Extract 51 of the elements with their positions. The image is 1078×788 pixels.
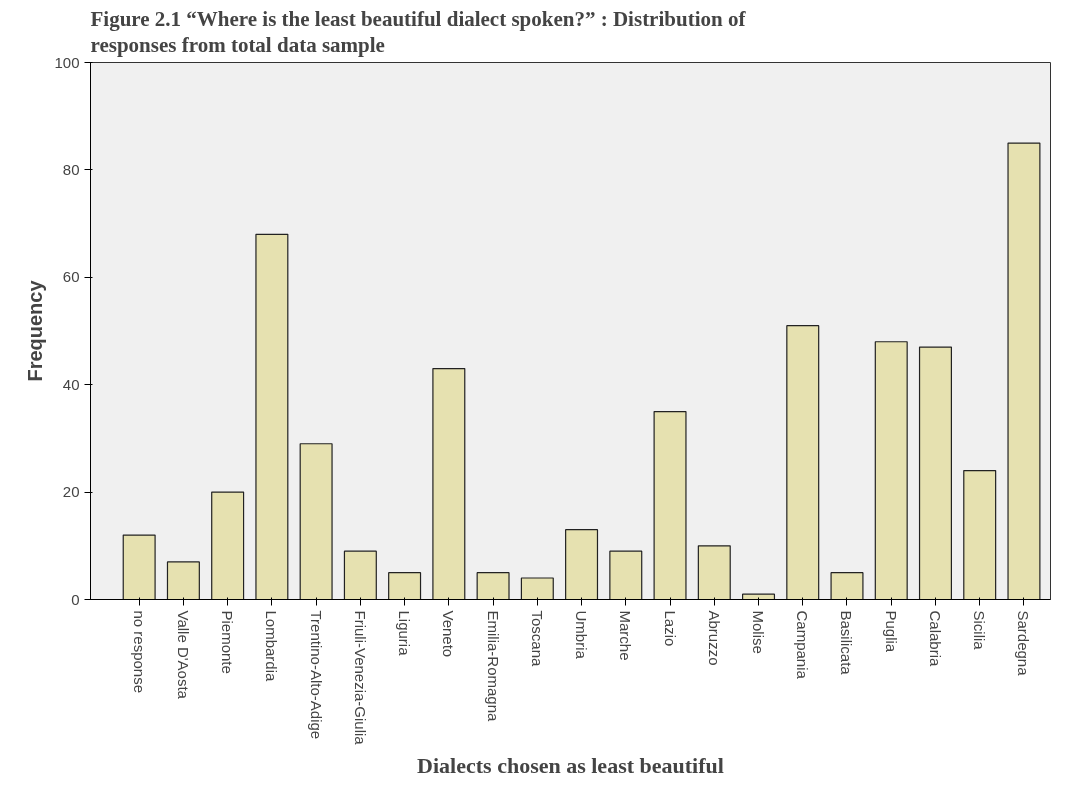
x-tick-label: Lazio [661,610,679,647]
x-tick-label: Abruzzo [705,610,723,666]
x-tick-label: Sicilia [971,610,989,651]
bar [122,534,156,600]
bar [874,341,908,600]
x-tick-label: Lombardia [263,610,281,683]
bar [343,550,377,600]
x-tick-label: Toscana [528,610,546,668]
x-tick-label: Umbria [573,610,591,660]
x-tick-label: Puglia [882,610,900,653]
x-tick-label: Valle D'Aosta [174,610,192,700]
x-tick-label: Liguria [396,610,414,657]
x-tick-label: Emilia-Romagna [484,610,502,723]
x-tick-label: Basilicata [838,610,856,676]
x-axis-title: Dialects chosen as least beautiful [417,752,724,778]
bar [1007,142,1041,600]
bar [166,561,200,600]
bar [786,325,820,600]
x-tick-label: Calabria [926,610,944,668]
x-tick-label: no response [130,610,148,694]
bar [653,410,687,600]
x-tick-label: Molise [750,610,768,654]
bar [211,491,245,600]
bar [299,443,333,600]
bar [432,367,466,600]
bar [697,545,731,600]
bar [476,572,510,600]
y-tick-label: 60 [62,268,80,286]
x-tick-label: Trentino-Alto-Adige [307,610,325,740]
bar [918,346,952,600]
y-tick-label: 0 [71,590,80,608]
bar [830,572,864,600]
y-tick-label: 40 [62,375,80,393]
x-tick-label: Sardegna [1015,610,1033,677]
x-tick-label: Veneto [440,610,458,658]
bar [388,572,422,600]
x-tick-label: Piemonte [219,610,237,674]
bar [255,233,289,600]
bar [565,529,599,600]
y-tick-label: 20 [62,483,80,501]
x-tick-label: Friuli-Venezia-Giulia [351,610,369,746]
bar [520,577,554,600]
bar [609,550,643,600]
y-tick-label: 80 [62,160,80,178]
y-axis-title: Frequency [24,279,47,382]
x-tick-label: Marche [617,610,635,661]
bar [963,470,997,600]
y-tick-label: 100 [54,53,80,71]
chart-title: Figure 2.1 “Where is the least beautiful dialect spoken?” : Distribution of responses from total data sample [90,7,747,58]
x-tick-label: Campania [794,610,812,680]
bar [741,593,776,600]
